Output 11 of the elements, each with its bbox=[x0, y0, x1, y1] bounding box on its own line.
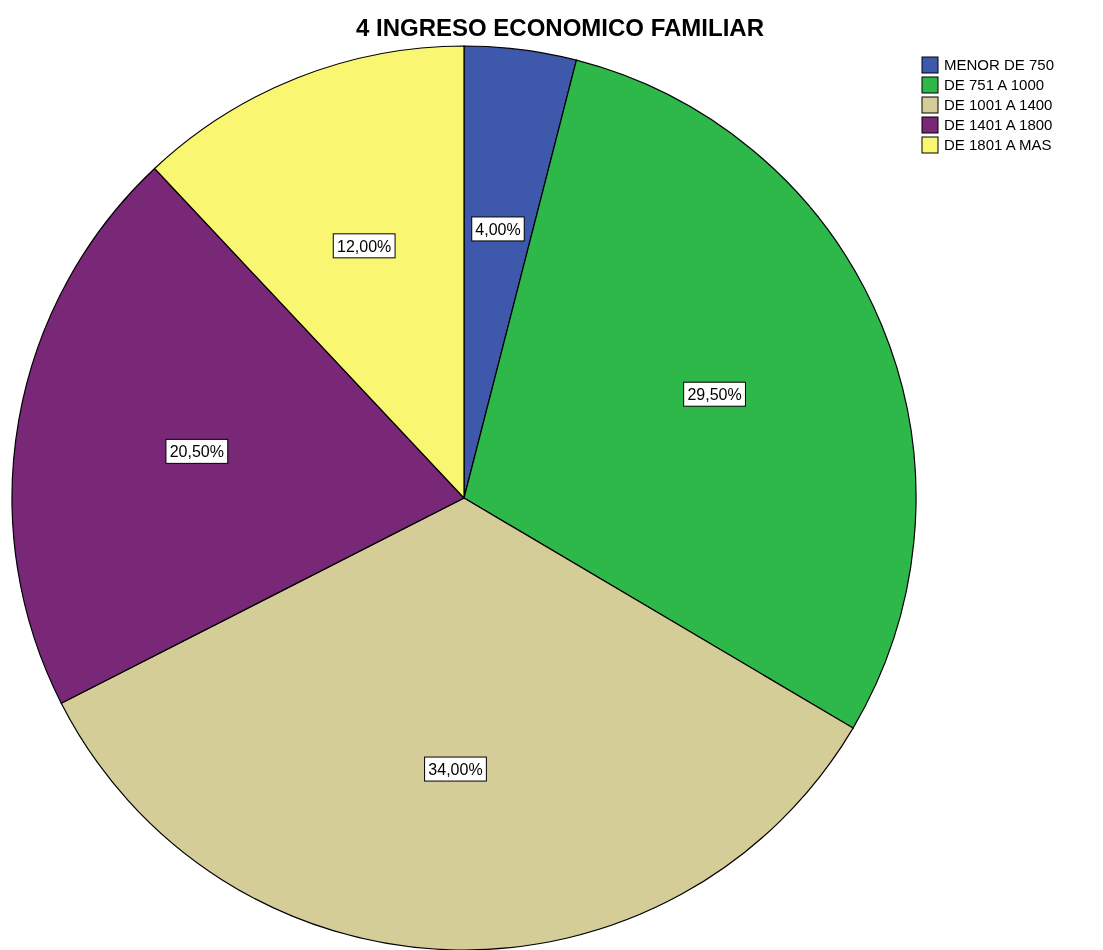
legend-label: MENOR DE 750 bbox=[944, 56, 1055, 73]
data-label: 12,00% bbox=[337, 237, 392, 255]
data-label: 4,00% bbox=[475, 220, 521, 238]
legend-label: DE 751 A 1000 bbox=[944, 76, 1045, 93]
data-label: 20,50% bbox=[169, 443, 224, 461]
legend-label: DE 1001 A 1400 bbox=[944, 96, 1053, 113]
data-label: 34,00% bbox=[428, 761, 483, 779]
legend-label: DE 1401 A 1800 bbox=[944, 116, 1053, 133]
data-label: 29,50% bbox=[687, 386, 742, 404]
chart-title: 4 INGRESO ECONOMICO FAMILIAR bbox=[355, 14, 765, 41]
legend-label: DE 1801 A MAS bbox=[944, 136, 1052, 153]
